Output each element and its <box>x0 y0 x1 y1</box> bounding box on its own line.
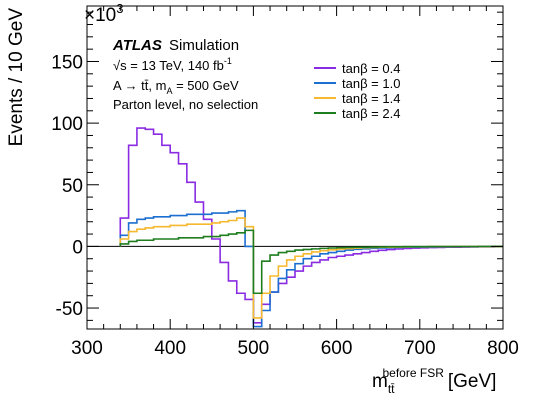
x-tick-label: 800 <box>487 338 519 359</box>
legend-label: tanβ = 2.4 <box>342 106 400 121</box>
y-axis-title: Events / 10 GeV <box>6 8 27 147</box>
x-tick-label: 600 <box>321 338 353 359</box>
ticks-layer: 300 400 500 600 700 800 -50 0 50 100 150 <box>51 6 519 359</box>
legend-label: tanβ = 1.4 <box>342 91 400 106</box>
x-tick-label: 500 <box>238 338 270 359</box>
legend-label: tanβ = 1.0 <box>342 76 400 91</box>
y-multiplier: ×103 <box>84 1 123 26</box>
x-tick-label: 400 <box>154 338 186 359</box>
x-axis-title-unit: [GeV] <box>448 371 497 392</box>
series-line-4 <box>119 229 503 295</box>
atlas-label: ATLAS <box>112 37 162 54</box>
energy-label-sup: -1 <box>224 56 232 66</box>
simulation-label: Simulation <box>169 37 239 54</box>
plot-frame <box>86 5 504 330</box>
y-tick-label: 100 <box>51 114 83 135</box>
y-tick-label: -50 <box>56 299 83 320</box>
y-tick-label: 150 <box>51 52 83 73</box>
x-axis-title-sup: before FSR <box>383 366 445 380</box>
process-label: A → tt̄, mA = 500 GeV <box>113 78 239 96</box>
y-tick-label: 50 <box>62 176 83 197</box>
x-axis-title-sub: tt̄ <box>388 382 395 396</box>
level-label: Parton level, no selection <box>113 97 258 112</box>
x-tick-label: 300 <box>71 338 103 359</box>
process-label-tail: = 500 GeV <box>172 78 238 93</box>
x-tick-label: 700 <box>404 338 436 359</box>
energy-label: √s = 13 TeV, 140 fb-1 <box>113 56 232 73</box>
y-multiplier-exp: 3 <box>116 1 123 16</box>
x-axis-title: mtt̄before FSR [GeV] <box>372 366 496 396</box>
process-label-sub: A <box>166 86 172 96</box>
legend-label: tanβ = 0.4 <box>342 61 400 76</box>
series-layer <box>119 127 503 328</box>
y-tick-label: 0 <box>72 237 83 258</box>
